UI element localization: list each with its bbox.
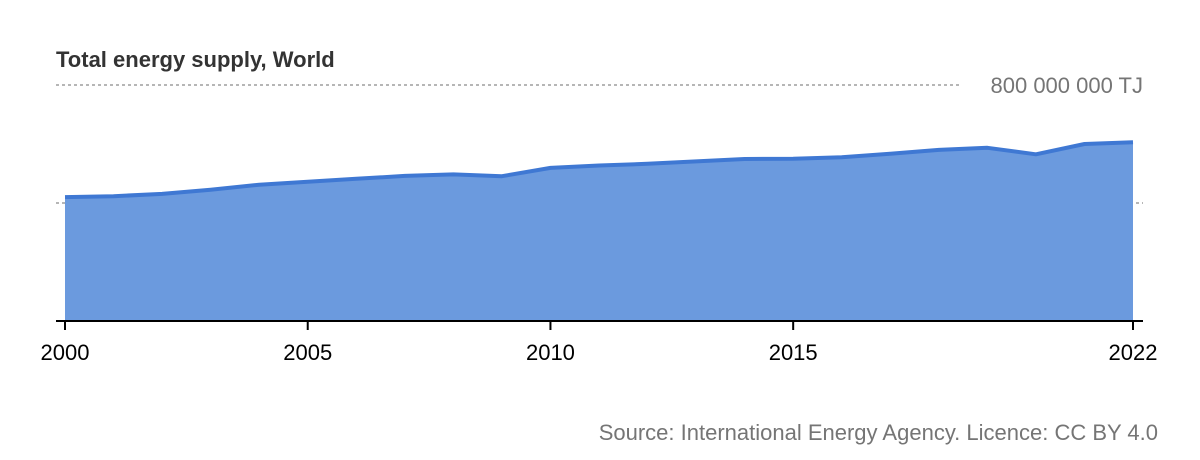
x-tick-label: 2015 — [769, 340, 818, 365]
area-series-line — [64, 140, 1134, 200]
x-tick-label: 2010 — [526, 340, 575, 365]
top-gridline-label: 800 000 000 TJ — [991, 73, 1144, 98]
chart-title: Total energy supply, World — [56, 47, 335, 72]
source-credit: Source: International Energy Agency. Lic… — [599, 420, 1158, 445]
x-tick-label: 2005 — [283, 340, 332, 365]
area-series-fill — [65, 142, 1133, 321]
x-tick-label: 2022 — [1109, 340, 1158, 365]
x-axis-ticks: 2000 2005 2010 2015 2022 — [41, 321, 1158, 365]
x-tick-label: 2000 — [41, 340, 90, 365]
